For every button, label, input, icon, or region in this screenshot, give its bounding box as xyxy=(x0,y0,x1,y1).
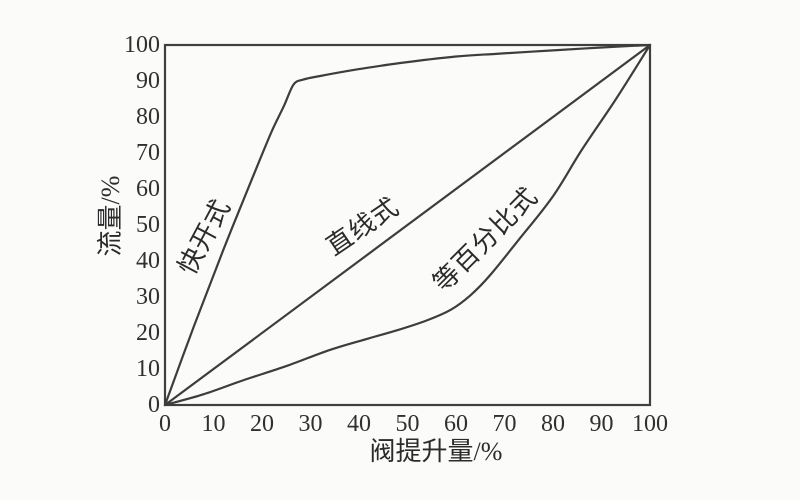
y-tick-label-70: 70 xyxy=(136,140,160,166)
y-tick-label-90: 90 xyxy=(136,68,160,94)
x-tick-label-50: 50 xyxy=(395,411,420,437)
y-tick-label-20: 20 xyxy=(136,320,160,346)
y-axis-title: 流量/% xyxy=(96,175,125,257)
curve-quick-opening xyxy=(163,43,652,407)
y-tick-label-100: 100 xyxy=(124,32,160,58)
x-tick-label-0: 0 xyxy=(159,411,171,437)
plot-frame xyxy=(163,43,652,407)
x-tick-label-80: 80 xyxy=(541,411,565,437)
x-tick-label-20: 20 xyxy=(250,411,274,437)
x-tick-label-10: 10 xyxy=(201,411,226,437)
x-axis-title: 阀提升量/% xyxy=(369,437,503,466)
y-tick-label-0: 0 xyxy=(148,392,160,418)
x-tick-label-70: 70 xyxy=(492,411,517,437)
y-tick-label-40: 40 xyxy=(136,248,160,274)
curve-equal-percentage xyxy=(163,43,652,407)
y-tick-label-30: 30 xyxy=(136,284,160,310)
x-tick-label-100: 100 xyxy=(632,411,668,437)
y-tick-label-80: 80 xyxy=(136,104,160,130)
y-tick-label-50: 50 xyxy=(136,212,160,238)
x-tick-label-60: 60 xyxy=(444,411,468,437)
x-tick-label-90: 90 xyxy=(589,411,614,437)
y-tick-label-60: 60 xyxy=(136,176,160,202)
y-tick-label-10: 10 xyxy=(136,356,160,382)
curve-linear xyxy=(163,43,652,407)
x-tick-label-40: 40 xyxy=(347,411,371,437)
x-tick-label-30: 30 xyxy=(298,411,323,437)
